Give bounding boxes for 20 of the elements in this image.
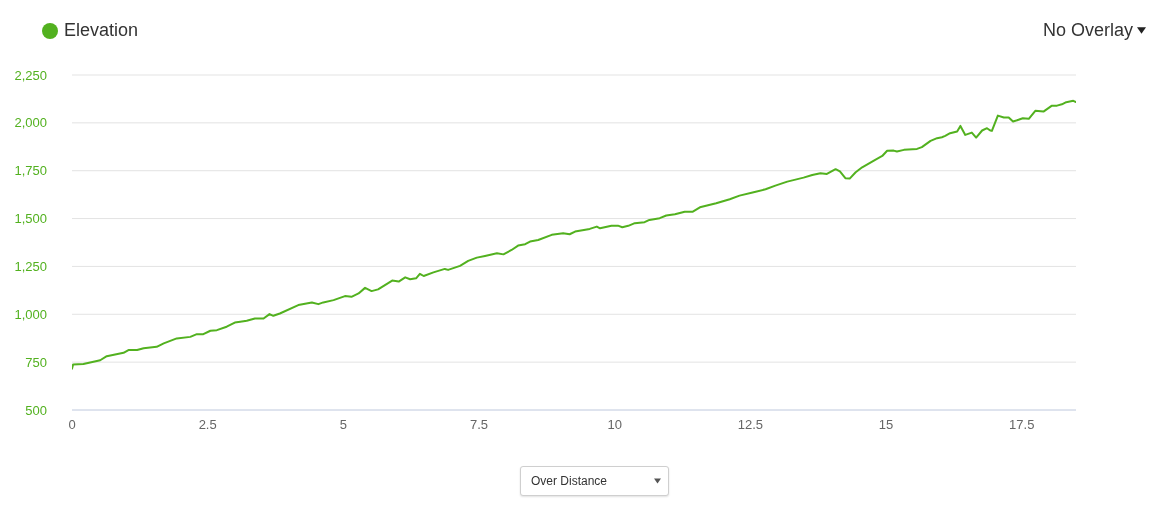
x-tick-label: 10 bbox=[607, 417, 622, 433]
y-tick-label: 2,000 bbox=[14, 115, 47, 131]
x-tick-label: 12.5 bbox=[737, 417, 764, 433]
y-tick-label: 1,750 bbox=[14, 163, 47, 179]
line-series bbox=[72, 99, 1076, 370]
y-tick-label: 500 bbox=[25, 402, 47, 418]
x-tick-label: 2.5 bbox=[198, 417, 217, 433]
x-tick-label: 17.5 bbox=[1009, 417, 1035, 433]
x-tick-label: 5 bbox=[339, 417, 347, 433]
dropdown: Over Distance bbox=[520, 466, 669, 496]
x-tick-label: 15 bbox=[878, 417, 894, 433]
legend-label: Elevation bbox=[64, 20, 139, 40]
dropdown-label: No Overlay bbox=[1042, 20, 1133, 41]
y-tick-label: 1,000 bbox=[14, 306, 47, 322]
x-tick-label: 0 bbox=[68, 417, 76, 433]
x-tick-label: 7.5 bbox=[469, 417, 489, 433]
y-tick-label: 750 bbox=[25, 354, 47, 370]
y-tick-label: 1,250 bbox=[14, 259, 47, 275]
y-tick-label: 2,250 bbox=[14, 67, 47, 83]
y-tick-label: 1,500 bbox=[14, 211, 47, 227]
